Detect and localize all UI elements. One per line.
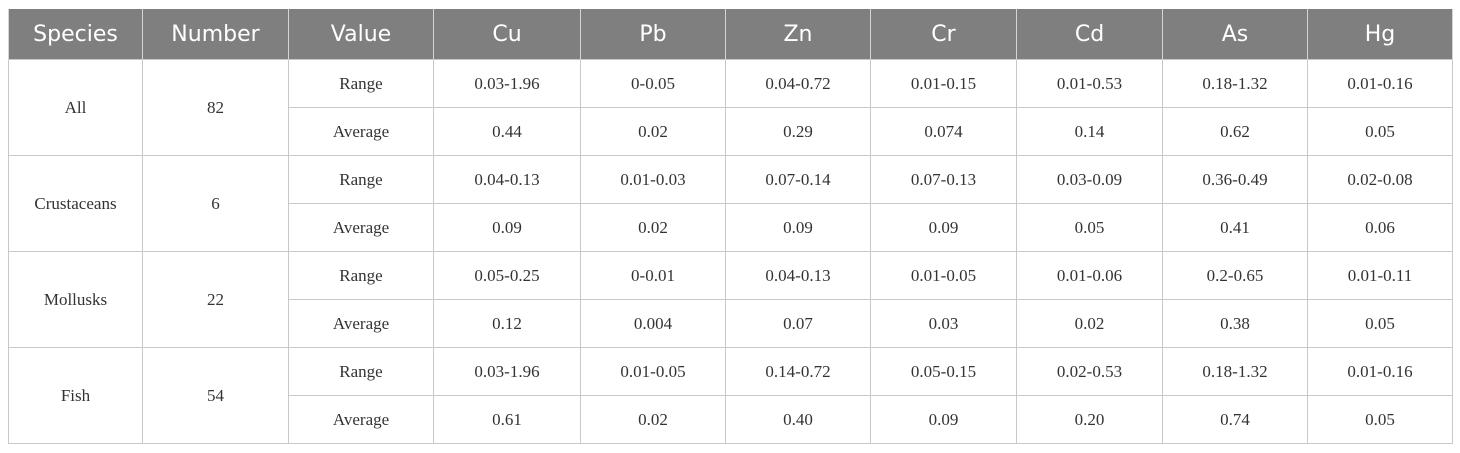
metal-cell: 0.04-0.13 — [725, 251, 871, 300]
number-cell: 6 — [142, 155, 289, 252]
number-cell: 22 — [142, 251, 289, 348]
header-cell: Zn — [725, 9, 871, 60]
value-type-cell: Range — [288, 251, 434, 300]
metal-cell: 0.03-0.09 — [1016, 155, 1163, 204]
table-row: Average 0.61 0.02 0.40 0.09 0.20 0.74 0.05 — [9, 395, 1453, 444]
header-cell: Hg — [1307, 9, 1453, 60]
metal-cell: 0.03 — [870, 299, 1017, 348]
metal-cell: 0.74 — [1162, 395, 1308, 444]
value-type-cell: Range — [288, 155, 434, 204]
metal-cell: 0.04-0.72 — [725, 59, 871, 108]
table-container: Species Number Value Cu Pb Zn Cr Cd As Hg All 82 Ra… — [8, 9, 1453, 444]
header-cell: Species — [8, 9, 143, 60]
metal-cell: 0.01-0.05 — [580, 347, 726, 396]
value-type-cell: Average — [288, 395, 434, 444]
metal-cell: 0.03-1.96 — [433, 59, 581, 108]
metal-cell: 0.61 — [433, 395, 581, 444]
metal-cell: 0.02-0.53 — [1016, 347, 1163, 396]
metal-cell: 0.02 — [580, 203, 726, 252]
header-cell: Value — [288, 9, 434, 60]
metal-cell: 0.05 — [1307, 395, 1453, 444]
metal-cell: 0.01-0.05 — [870, 251, 1017, 300]
metal-cell: 0.20 — [1016, 395, 1163, 444]
metal-cell: 0.01-0.15 — [870, 59, 1017, 108]
species-cell: Fish — [8, 347, 143, 444]
species-cell: All — [8, 59, 143, 156]
number-cell: 82 — [142, 59, 289, 156]
species-cell: Crustaceans — [8, 155, 143, 252]
metal-cell: 0.18-1.32 — [1162, 59, 1308, 108]
table-body: All 82 Range 0.03-1.96 0-0.05 0.04-0.72 0.01-0… — [8, 59, 1453, 444]
metal-cell: 0.01-0.11 — [1307, 251, 1453, 300]
value-type-cell: Range — [288, 347, 434, 396]
metal-cell: 0.01-0.03 — [580, 155, 726, 204]
metal-cell: 0.004 — [580, 299, 726, 348]
metal-cell: 0-0.01 — [580, 251, 726, 300]
metal-cell: 0.03-1.96 — [433, 347, 581, 396]
metal-cell: 0.02 — [580, 107, 726, 156]
metal-cell: 0.05-0.25 — [433, 251, 581, 300]
metal-cell: 0.38 — [1162, 299, 1308, 348]
metal-cell: 0.05 — [1307, 299, 1453, 348]
metal-cell: 0.36-0.49 — [1162, 155, 1308, 204]
metal-cell: 0.14 — [1016, 107, 1163, 156]
value-type-cell: Range — [288, 59, 434, 108]
metal-cell: 0.12 — [433, 299, 581, 348]
metal-cell: 0.02-0.08 — [1307, 155, 1453, 204]
species-cell: Mollusks — [8, 251, 143, 348]
table-row: Crustaceans 6 Range 0.04-0.13 0.01-0.03 0.07-… — [8, 155, 1453, 252]
metal-cell: 0.09 — [433, 203, 581, 252]
metal-cell: 0.07-0.13 — [870, 155, 1017, 204]
header-cell: Cd — [1016, 9, 1163, 60]
metal-cell: 0.01-0.53 — [1016, 59, 1163, 108]
value-type-cell: Average — [288, 203, 434, 252]
metal-cell: 0.09 — [870, 395, 1017, 444]
table-row: Mollusks 22 Range 0.05-0.25 0-0.01 0.04-0.13 0… — [8, 251, 1453, 348]
header-cell: Cr — [870, 9, 1017, 60]
metal-cell: 0.04-0.13 — [433, 155, 581, 204]
metal-cell: 0.07-0.14 — [725, 155, 871, 204]
data-table: Species Number Value Cu Pb Zn Cr Cd As Hg All 82 Ra… — [8, 9, 1453, 444]
metal-cell: 0.02 — [580, 395, 726, 444]
metal-cell: 0.074 — [870, 107, 1017, 156]
metal-cell: 0.41 — [1162, 203, 1308, 252]
table-row: Average 0.44 0.02 0.29 0.074 0.14 0.62 0.05 — [9, 107, 1453, 156]
metal-cell: 0.40 — [725, 395, 871, 444]
metal-cell: 0.05-0.15 — [870, 347, 1017, 396]
table-row: All 82 Range 0.03-1.96 0-0.05 0.04-0.72 0.01-0… — [8, 59, 1453, 156]
metal-cell: 0.29 — [725, 107, 871, 156]
metal-cell: 0.01-0.06 — [1016, 251, 1163, 300]
value-type-cell: Average — [288, 107, 434, 156]
header-cell: Pb — [580, 9, 726, 60]
metal-cell: 0.2-0.65 — [1162, 251, 1308, 300]
value-type-cell: Average — [288, 299, 434, 348]
header-row: Species Number Value Cu Pb Zn Cr Cd As Hg — [8, 9, 1453, 60]
metal-cell: 0.01-0.16 — [1307, 59, 1453, 108]
table-row: Average 0.09 0.02 0.09 0.09 0.05 0.41 0.06 — [9, 203, 1453, 252]
table-row: Fish 54 Range 0.03-1.96 0.01-0.05 0.14-0.72 0.… — [8, 347, 1453, 444]
metal-cell: 0.05 — [1016, 203, 1163, 252]
metal-cell: 0.18-1.32 — [1162, 347, 1308, 396]
metal-cell: 0.44 — [433, 107, 581, 156]
header-cell: As — [1162, 9, 1308, 60]
metal-cell: 0.05 — [1307, 107, 1453, 156]
number-cell: 54 — [142, 347, 289, 444]
table-row: Average 0.12 0.004 0.07 0.03 0.02 0.38 0.05 — [9, 299, 1453, 348]
metal-cell: 0.07 — [725, 299, 871, 348]
metal-cell: 0.62 — [1162, 107, 1308, 156]
metal-cell: 0.09 — [870, 203, 1017, 252]
metal-cell: 0.01-0.16 — [1307, 347, 1453, 396]
metal-cell: 0.02 — [1016, 299, 1163, 348]
header-cell: Number — [142, 9, 289, 60]
header-cell: Cu — [433, 9, 581, 60]
metal-cell: 0.06 — [1307, 203, 1453, 252]
metal-cell: 0.14-0.72 — [725, 347, 871, 396]
metal-cell: 0.09 — [725, 203, 871, 252]
metal-cell: 0-0.05 — [580, 59, 726, 108]
